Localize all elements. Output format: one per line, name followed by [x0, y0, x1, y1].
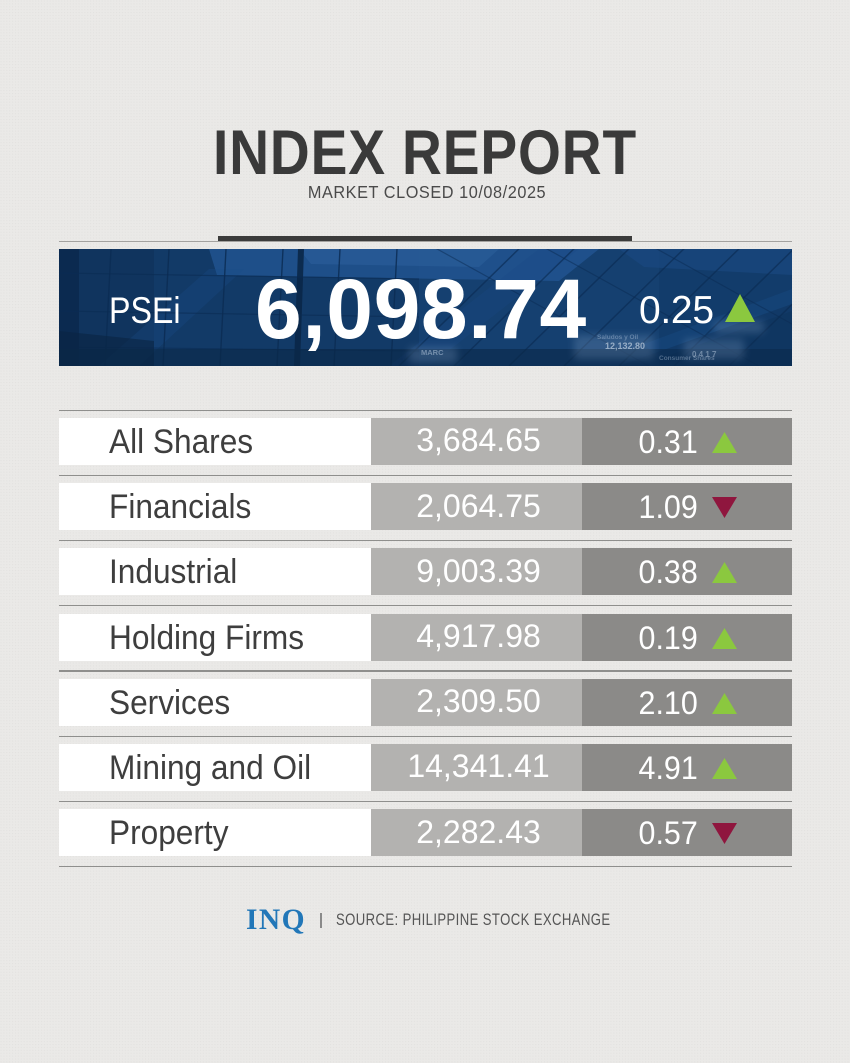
svg-text:0 4 1 7: 0 4 1 7 — [692, 350, 717, 359]
svg-text:MARC: MARC — [421, 348, 444, 357]
svg-text:Saludos y Oil: Saludos y Oil — [597, 334, 638, 341]
svg-text:Consumer Shares: Consumer Shares — [659, 355, 715, 362]
svg-text:12,132.80: 12,132.80 — [605, 341, 645, 351]
